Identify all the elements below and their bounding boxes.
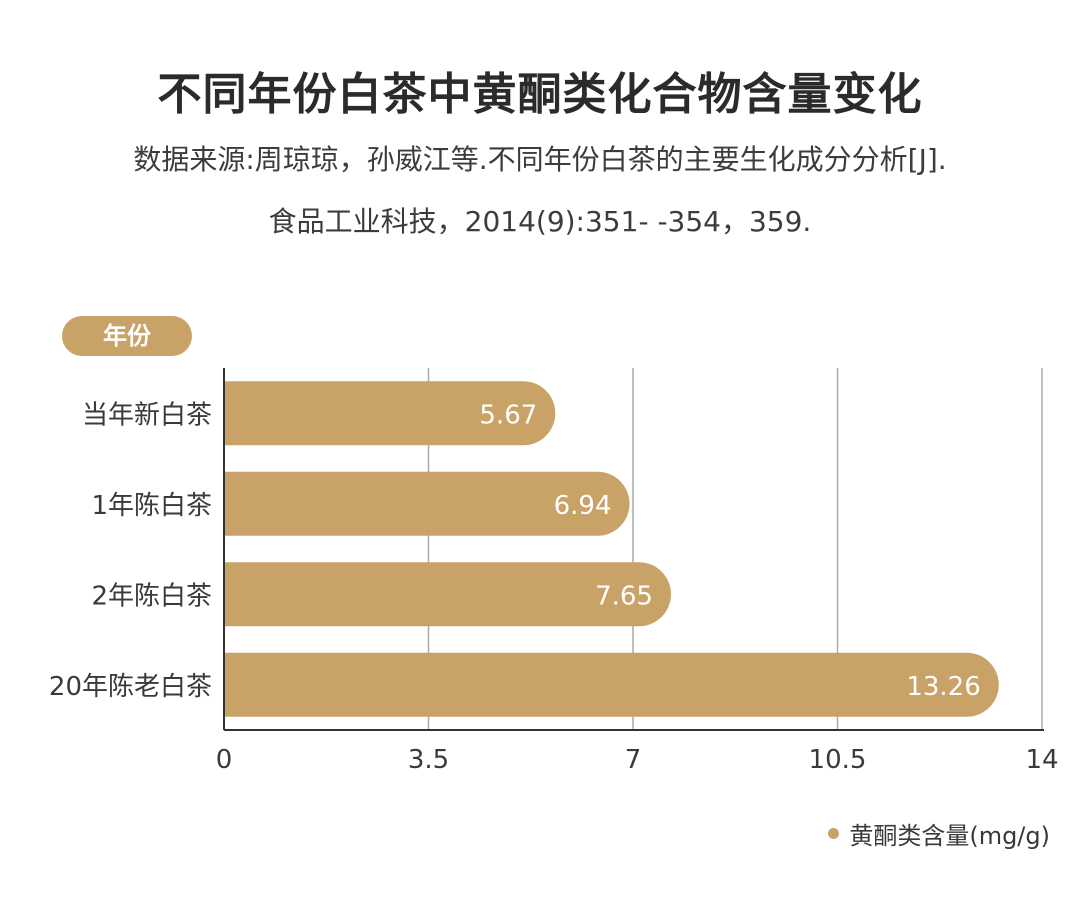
bar: [224, 381, 556, 446]
category-label: 20年陈老白茶: [49, 672, 212, 702]
legend-marker: [828, 828, 840, 839]
chart-title: 不同年份白茶中黄酮类化合物含量变化: [157, 69, 923, 120]
x-tick-label: 7: [625, 745, 642, 775]
legend: 黄酮类含量(mg/g): [828, 816, 1050, 851]
bar-value-label: 6.94: [554, 491, 612, 521]
x-tick-label: 0: [216, 745, 233, 775]
category-label: 1年陈白茶: [91, 491, 212, 521]
x-tick-label: 10.5: [809, 745, 867, 775]
bar: [224, 471, 630, 536]
category-label: 2年陈白茶: [91, 581, 212, 611]
bar: [224, 652, 999, 717]
y-axis-label-pill: 年份: [62, 316, 192, 356]
bar-value-label: 7.65: [595, 581, 653, 611]
legend-label: 黄酮类含量(mg/g): [849, 822, 1050, 850]
bar: [224, 562, 671, 627]
x-tick-label: 3.5: [408, 745, 449, 775]
x-tick-label: 14: [1025, 745, 1058, 775]
category-label: 当年新白茶: [82, 400, 212, 430]
bar-value-label: 5.67: [479, 400, 537, 430]
bar-value-label: 13.26: [906, 672, 980, 702]
source-line-2: 食品工业科技，2014(9):351- -354，359.: [268, 205, 812, 238]
source-line-1: 数据来源:周琼琼，孙威江等.不同年份白茶的主要生化成分分析[J].: [133, 143, 947, 176]
